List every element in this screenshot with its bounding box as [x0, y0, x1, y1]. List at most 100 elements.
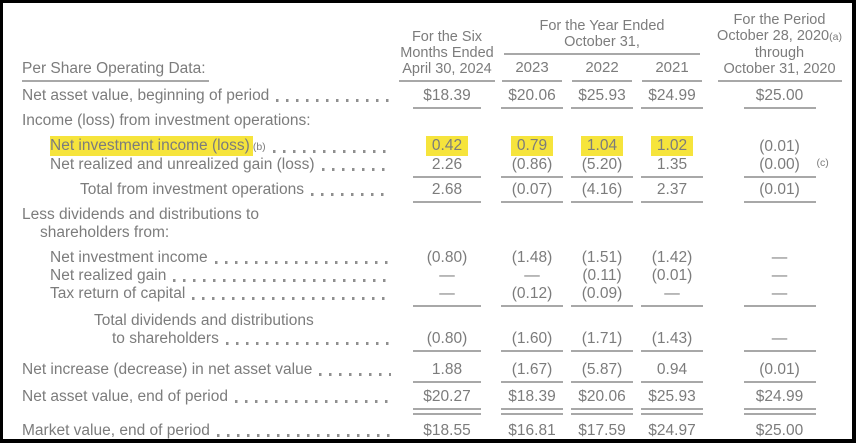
- value-cell: $24.97: [637, 422, 707, 439]
- header-rule: [399, 80, 495, 82]
- value-cell: 1.02: [637, 136, 707, 156]
- value-cell: —: [707, 267, 852, 285]
- cell-value: (0.01): [759, 361, 800, 378]
- value-cell: (0.01): [637, 267, 707, 285]
- row-label: Net realized and unrealized gain (loss): [50, 156, 315, 173]
- cell-value-box: $25.93: [571, 87, 633, 109]
- dot-leader: [319, 373, 391, 376]
- cell-value-highlighted: 0.79: [510, 136, 554, 156]
- cell-value-box: (1.60): [501, 330, 563, 352]
- cell-value-box: $24.97: [641, 422, 703, 439]
- cell-value-box: (1.67): [501, 361, 563, 383]
- cell-value: (5.87): [581, 361, 623, 378]
- value-cell: 1.04: [567, 136, 637, 156]
- value-cell: $24.99: [707, 388, 852, 415]
- cell-value-highlighted: 0.42: [425, 136, 469, 156]
- table-row: Net realized gain — — (0.11) (0.01) —: [22, 267, 852, 285]
- value-cell: —: [497, 267, 567, 285]
- cell-value-box: (0.09): [571, 285, 633, 307]
- value-cell: (0.80): [397, 249, 497, 267]
- value-cell: $24.99: [637, 87, 707, 109]
- value-cell: $20.06: [567, 388, 637, 415]
- row-label-cell: Net investment income (loss) (b): [50, 136, 397, 156]
- cell-value: $25.00: [755, 422, 804, 439]
- table-row: Net investment income (0.80) (1.48) (1.51) (…: [22, 249, 852, 267]
- value-cell: (0.09): [567, 285, 637, 307]
- dot-leader: [272, 150, 391, 153]
- row-label-cell: Net investment income: [50, 249, 397, 267]
- cell-value: (1.67): [511, 361, 553, 378]
- cell-value-box: 1.04: [571, 136, 633, 156]
- value-cell: —: [397, 267, 497, 285]
- cell-value: $24.97: [648, 422, 696, 439]
- footnote-ref-a: (a): [829, 31, 842, 43]
- column-header-2023: 2023: [497, 55, 567, 82]
- cell-value-box: 0.42: [413, 136, 481, 156]
- cell-value-box: $20.06: [571, 388, 633, 415]
- row-label: Net increase (decrease) in net asset val…: [22, 361, 313, 378]
- row-label-cell: Total dividends and distributions to shar…: [94, 312, 397, 348]
- header-rule: [504, 53, 700, 55]
- table-row: Total from investment operations 2.68 (0.0…: [22, 181, 852, 203]
- cell-value-box: 0.94: [641, 361, 703, 383]
- cell-value: (0.80): [426, 330, 468, 347]
- cell-value-box: $24.99: [641, 87, 703, 109]
- value-cell: $20.27: [397, 388, 497, 415]
- cell-value: (0.01): [759, 138, 800, 155]
- value-cell: 2.26: [397, 156, 497, 178]
- cell-value-box: (0.01): [744, 138, 816, 156]
- value-cell: (0.01): [707, 361, 852, 383]
- cell-value-highlighted: 1.02: [650, 136, 694, 156]
- cell-value: —: [439, 267, 455, 284]
- row-label-highlighted: Net investment income (loss): [50, 136, 253, 156]
- cell-value-box: $24.99: [743, 388, 816, 415]
- row-label-line2: to shareholders: [112, 330, 219, 347]
- table-header: Per Share Operating Data: For the Six Mo…: [22, 8, 852, 82]
- cell-value: $18.39: [508, 388, 556, 405]
- value-cell: 2.37: [637, 181, 707, 203]
- cell-value: (5.20): [581, 156, 623, 173]
- cell-value: (0.07): [511, 181, 553, 198]
- row-label-cell: Net asset value, beginning of period: [22, 87, 397, 105]
- column-header-line: For the Six: [411, 29, 483, 45]
- cell-value: (4.16): [581, 181, 623, 198]
- cell-value-box: —: [743, 330, 816, 352]
- value-cell: (5.20): [567, 156, 637, 178]
- table-row: Total dividends and distributions to shar…: [22, 312, 852, 352]
- value-cell: 0.79: [497, 136, 567, 156]
- value-cell: 2.68: [397, 181, 497, 203]
- cell-value-box: 0.79: [501, 136, 563, 156]
- cell-value-box: $25.00: [743, 87, 816, 109]
- cell-value-box: —: [413, 267, 481, 285]
- cell-value: $20.06: [508, 87, 556, 104]
- cell-value: $20.27: [423, 388, 471, 405]
- cell-value-box: $18.39: [501, 388, 563, 415]
- value-cell: (1.51): [567, 249, 637, 267]
- cell-value: (1.42): [651, 249, 693, 266]
- header-rule: [502, 80, 562, 82]
- value-cell: —: [707, 285, 852, 307]
- cell-value-box: (1.43): [641, 330, 703, 352]
- table-body: Net asset value, beginning of period $18.…: [22, 87, 852, 439]
- year-label: 2021: [655, 59, 689, 76]
- row-label-cell: Net increase (decrease) in net asset val…: [22, 361, 397, 379]
- footnote-ref: (b): [252, 141, 266, 153]
- cell-value: (1.60): [511, 330, 553, 347]
- cell-value-box: (5.20): [571, 156, 633, 178]
- cell-value-box: $25.00: [744, 422, 816, 439]
- value-cell: —: [707, 330, 852, 352]
- dot-leader: [214, 261, 391, 264]
- value-cell: $16.81: [497, 422, 567, 439]
- cell-value-box: (1.42): [641, 249, 703, 267]
- cell-value-box: (0.01): [743, 361, 816, 383]
- value-cell: (1.42): [637, 249, 707, 267]
- row-label: Tax return of capital: [50, 285, 186, 302]
- cell-value: —: [771, 249, 788, 266]
- cell-value: (0.01): [759, 181, 800, 198]
- row-label-cell: Net asset value, end of period: [22, 388, 397, 406]
- cell-value-box: $20.06: [501, 87, 563, 109]
- column-header-line: April 30, 2024: [402, 61, 492, 77]
- header-rule: [572, 80, 632, 82]
- value-cell: 1.88: [397, 361, 497, 383]
